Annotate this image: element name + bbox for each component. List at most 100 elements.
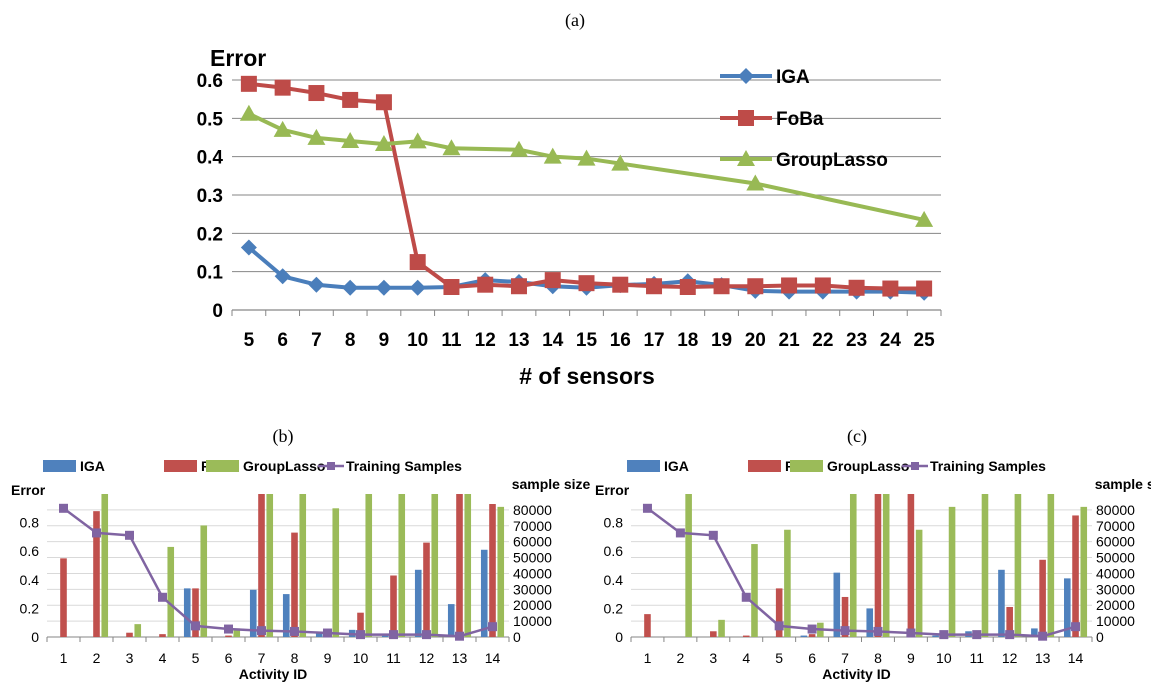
data-point-training-samples bbox=[906, 628, 916, 638]
x-tick-label: 23 bbox=[846, 330, 867, 351]
data-point-foba bbox=[477, 276, 494, 293]
x-tick-label: 17 bbox=[643, 330, 664, 351]
legend-label: FoBa bbox=[776, 109, 824, 130]
bar-foba bbox=[357, 612, 364, 637]
x-axis-title: Activity ID bbox=[822, 666, 890, 682]
bar-iga bbox=[480, 549, 488, 637]
data-point-training-samples bbox=[1038, 631, 1048, 641]
x-tick-label: 2 bbox=[93, 650, 101, 666]
bar-foba bbox=[258, 494, 265, 637]
x-tick-label: 1 bbox=[644, 650, 652, 666]
legend-marker bbox=[738, 68, 754, 84]
bar-foba bbox=[456, 494, 463, 637]
data-point-foba bbox=[848, 279, 865, 296]
x-tick-label: 6 bbox=[225, 650, 233, 666]
x-tick-label: 14 bbox=[1068, 650, 1084, 666]
data-point-training-samples bbox=[455, 631, 464, 641]
data-point-training-samples bbox=[488, 622, 497, 632]
y2-tick-label: 60000 bbox=[513, 534, 552, 550]
y-axis-title: Error bbox=[595, 482, 630, 498]
data-point-grouplasso bbox=[341, 131, 360, 148]
bar-grouplasso bbox=[718, 619, 725, 637]
x-tick-label: 3 bbox=[709, 650, 717, 666]
legend-label: Training Samples bbox=[930, 458, 1046, 474]
y-tick-label: 0.6 bbox=[604, 543, 624, 559]
data-point-grouplasso bbox=[577, 149, 596, 166]
legend-label: IGA bbox=[664, 458, 689, 474]
x-tick-label: 5 bbox=[244, 330, 255, 351]
bar-foba bbox=[1072, 515, 1079, 637]
bar-foba bbox=[423, 542, 430, 637]
y-tick-label: 0.6 bbox=[20, 543, 40, 559]
data-point-foba bbox=[747, 278, 764, 295]
data-point-training-samples bbox=[741, 592, 751, 602]
y2-tick-label: 60000 bbox=[1096, 534, 1135, 550]
y2-tick-label: 70000 bbox=[513, 518, 552, 534]
bar-grouplasso bbox=[266, 494, 274, 637]
x-tick-label: 11 bbox=[386, 650, 401, 666]
y-tick-label: 0.2 bbox=[20, 600, 40, 616]
data-point-training-samples bbox=[708, 530, 718, 540]
bar-grouplasso bbox=[134, 624, 142, 637]
bar-grouplasso bbox=[332, 508, 340, 637]
chart-c-activity-error: 00.20.40.60.8010000200003000040000500006… bbox=[595, 458, 1151, 682]
y-tick-label: 0 bbox=[31, 629, 39, 645]
bar-foba bbox=[644, 614, 651, 637]
x-tick-label: 4 bbox=[742, 650, 750, 666]
x-tick-label: 5 bbox=[775, 650, 783, 666]
legend-swatch bbox=[627, 460, 660, 472]
legend-swatch bbox=[748, 460, 781, 472]
bar-grouplasso bbox=[299, 494, 307, 637]
bar-foba bbox=[775, 588, 783, 637]
data-point-grouplasso bbox=[611, 154, 630, 171]
x-tick-label: 12 bbox=[475, 330, 496, 351]
data-point-grouplasso bbox=[273, 120, 292, 137]
bar-grouplasso bbox=[1047, 494, 1055, 637]
y2-tick-label: 40000 bbox=[1096, 565, 1135, 581]
series-line-training-samples bbox=[646, 507, 1076, 638]
x-tick-label: 9 bbox=[907, 650, 915, 666]
bar-foba bbox=[907, 494, 915, 637]
bar-iga bbox=[315, 632, 323, 637]
bar-grouplasso bbox=[167, 546, 175, 637]
data-point-foba bbox=[578, 275, 595, 292]
bar-grouplasso bbox=[784, 529, 791, 637]
bar-iga bbox=[866, 608, 874, 637]
data-point-foba bbox=[646, 278, 663, 295]
data-point-training-samples bbox=[675, 528, 685, 538]
x-tick-label: 9 bbox=[379, 330, 390, 351]
data-point-foba bbox=[409, 254, 426, 271]
x-tick-label: 25 bbox=[914, 330, 936, 351]
y2-tick-label: 80000 bbox=[513, 502, 552, 518]
bar-iga bbox=[414, 569, 422, 637]
data-point-grouplasso bbox=[307, 128, 326, 145]
data-point-training-samples bbox=[92, 528, 101, 538]
y2-tick-label: 50000 bbox=[1096, 550, 1135, 566]
y2-tick-label: 50000 bbox=[513, 550, 552, 566]
bar-foba bbox=[159, 634, 166, 637]
data-point-training-samples bbox=[125, 530, 134, 540]
bar-grouplasso bbox=[1080, 506, 1088, 637]
y2-tick-label: 40000 bbox=[513, 565, 552, 581]
x-tick-label: 4 bbox=[159, 650, 167, 666]
x-tick-label: 13 bbox=[508, 330, 529, 351]
data-point-training-samples bbox=[158, 592, 167, 602]
data-point-grouplasso bbox=[915, 210, 934, 227]
x-tick-label: 12 bbox=[1002, 650, 1018, 666]
bar-foba bbox=[390, 575, 397, 637]
y2-axis-title: sample size bbox=[1095, 476, 1151, 492]
legend-label: GroupLasso bbox=[827, 458, 909, 474]
data-point-iga bbox=[342, 279, 359, 296]
bar-foba bbox=[291, 532, 298, 637]
legend-swatch bbox=[790, 460, 823, 472]
data-point-training-samples bbox=[389, 630, 398, 640]
bar-iga bbox=[1031, 628, 1038, 637]
y-tick-label: 0.4 bbox=[197, 148, 224, 169]
bar-foba bbox=[841, 596, 849, 637]
bar-iga bbox=[932, 635, 939, 637]
chart-b-activity-error: 00.20.40.60.8010000200003000040000500006… bbox=[11, 458, 591, 682]
data-point-foba bbox=[679, 279, 696, 295]
bar-grouplasso bbox=[981, 494, 989, 637]
x-tick-label: 1 bbox=[60, 650, 68, 666]
data-point-training-samples bbox=[422, 630, 431, 640]
